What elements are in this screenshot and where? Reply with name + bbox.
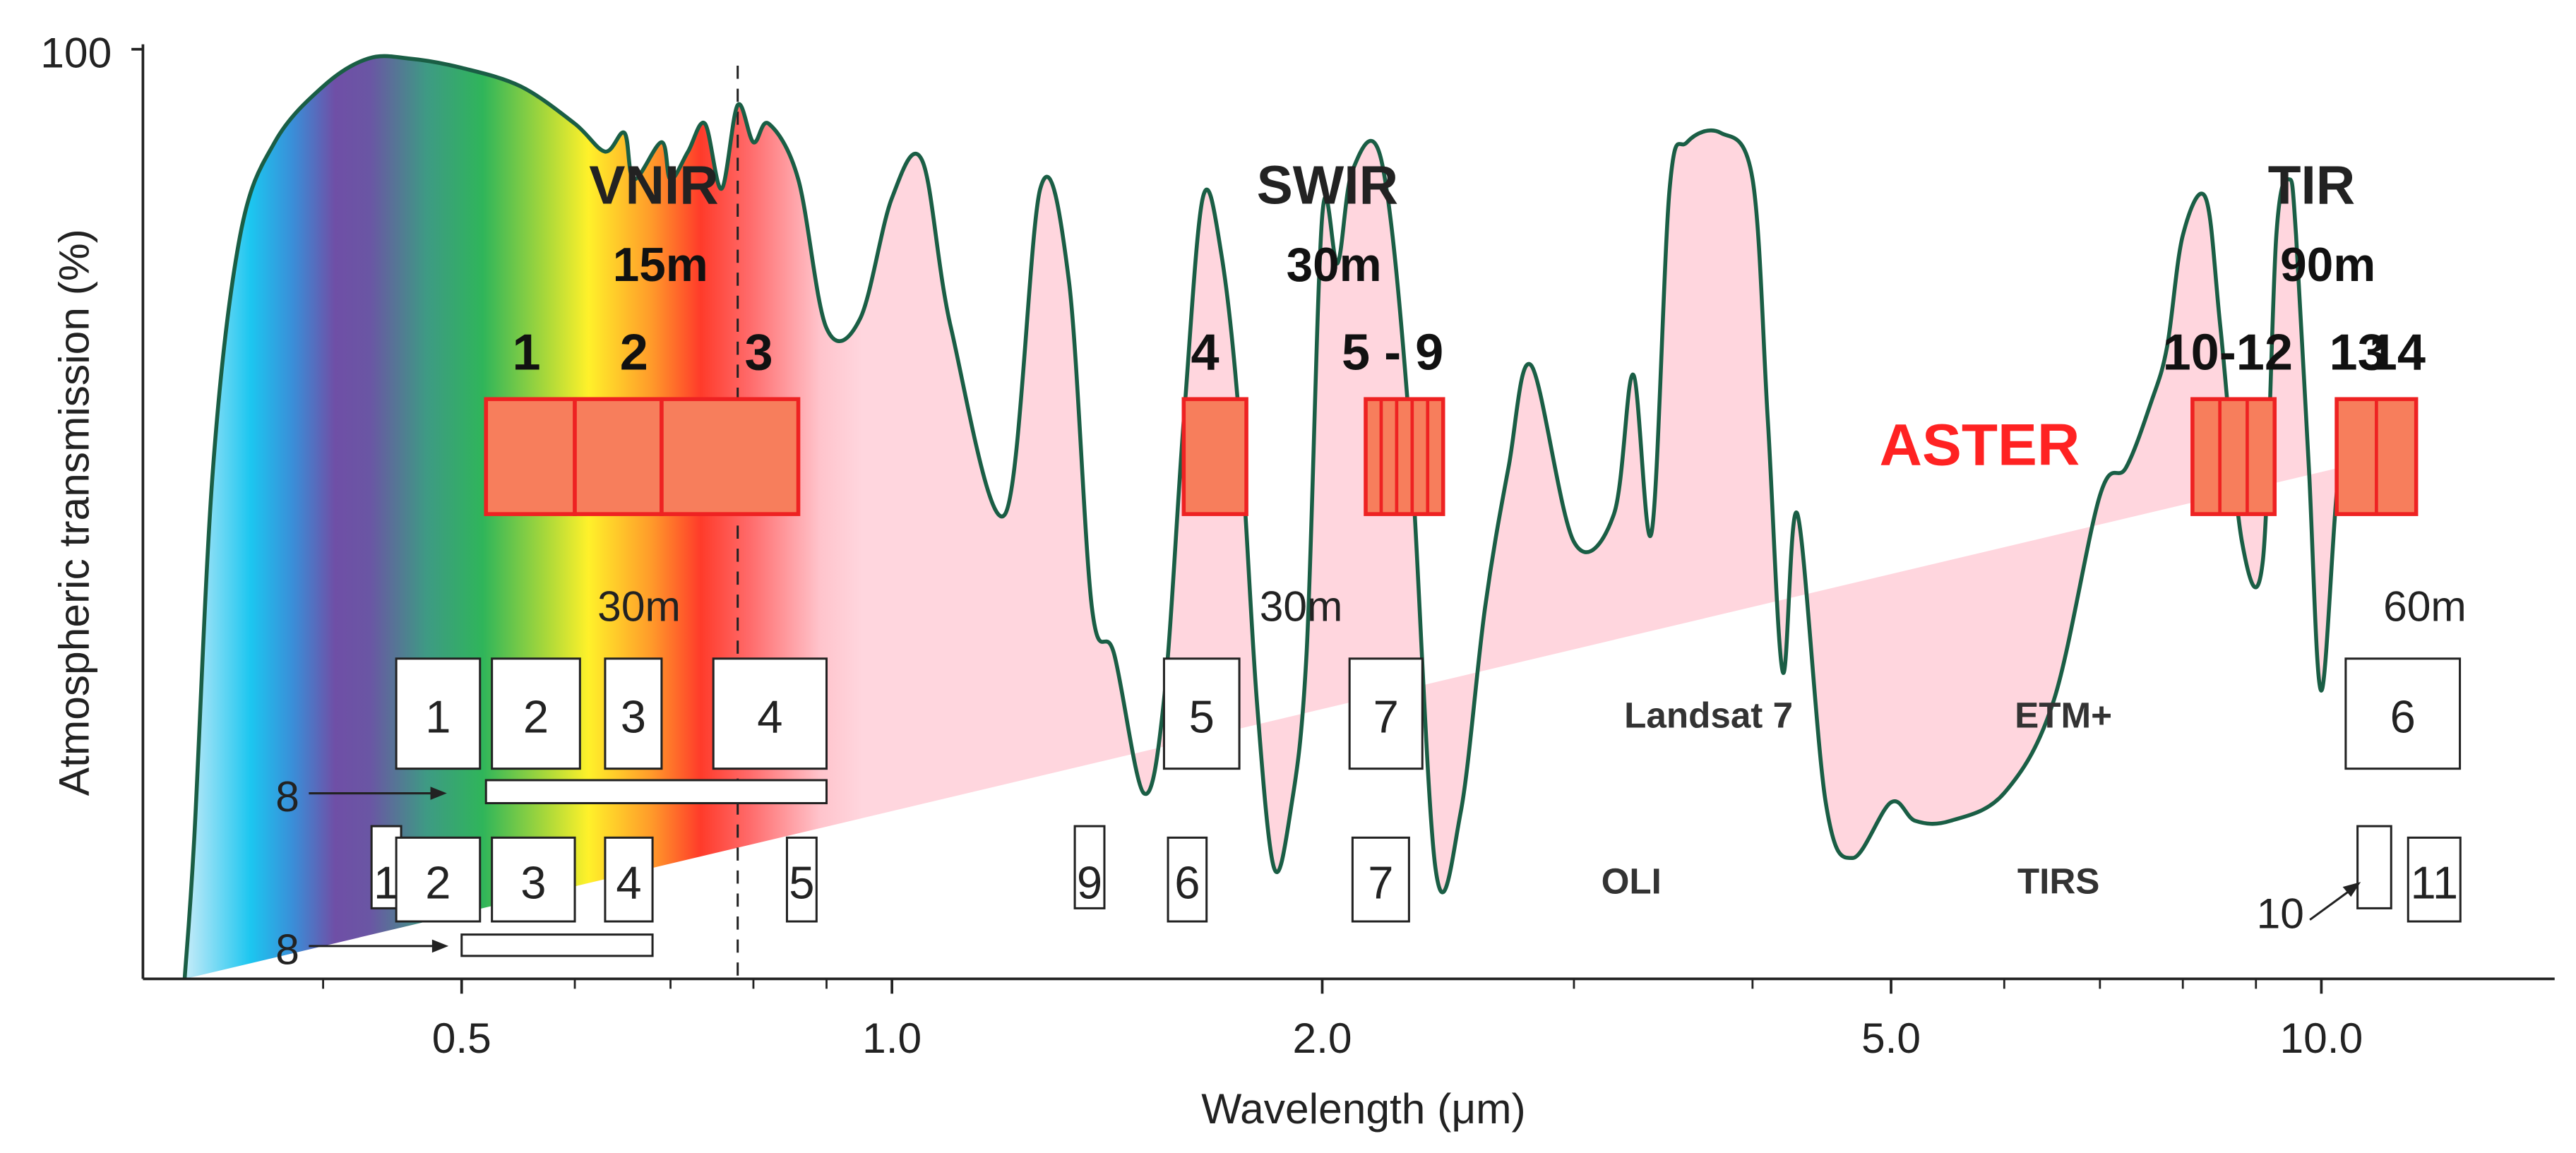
landsat7-pan-band-bar [484, 779, 828, 805]
landsat8-pan-arrowhead [431, 939, 449, 953]
landsat8-band10-pointer-label: 10 [2257, 889, 2304, 937]
landsat8-band-9-label: 9 [1077, 856, 1102, 908]
landsat8-oli-label: OLI [1602, 861, 1662, 901]
aster-region-labels: VNIR 15m SWIR 30m TIR 90m ASTER [589, 155, 2375, 477]
tir-region-label: TIR [2268, 155, 2356, 215]
landsat7-band-7-box [1348, 657, 1424, 770]
x-tick-label-4: 10.0 [2280, 1014, 2363, 1062]
x-tick-label-1: 1.0 [862, 1014, 922, 1062]
x-tick-label-2: 2.0 [1292, 1014, 1352, 1062]
swir-region-label: SWIR [1257, 155, 1398, 215]
aster-band-label-1: 2 [620, 324, 648, 381]
landsat7-band-boxes: 1 2 3 4 5 7 6 [395, 657, 2462, 805]
landsat8-band10-pointer [2309, 888, 2354, 921]
landsat8-band-5-box [785, 836, 818, 923]
landsat7-band-2-label: 2 [523, 691, 549, 742]
axes: 0.5 1.0 2.0 5.0 10.0 [131, 44, 2555, 1062]
landsat8-band-9-box [1073, 825, 1106, 909]
landsat8-tirs-label: TIRS [2017, 861, 2100, 901]
tir-resolution-label: 90m [2280, 239, 2375, 292]
landsat7-band-5-box [1162, 657, 1241, 770]
landsat7-band-1-label: 1 [425, 691, 451, 742]
landsat7-pan-label: 8 [275, 772, 299, 820]
landsat7-band-4-label: 4 [757, 691, 782, 742]
landsat7-band-1-box [395, 657, 482, 770]
aster-band-label-0: 1 [512, 324, 540, 381]
landsat8-labels: OLI TIRS [1602, 861, 2100, 901]
landsat8-band-4-box [604, 836, 654, 923]
aster-box-4 [1181, 397, 1248, 516]
landsat7-resolution-vnir: 30m [597, 582, 681, 630]
landsat8-band-4-label: 4 [616, 856, 641, 908]
landsat7-band-6-box [2344, 657, 2462, 770]
swir-resolution-label: 30m [1287, 239, 1382, 292]
landsat8-band-11-box [2407, 836, 2462, 923]
y-axis-label: Atmospheric transmission (%) [50, 229, 98, 796]
aster-band-boxes [484, 397, 2419, 516]
x-axis-label: Wavelength (μm) [1201, 1085, 1525, 1133]
landsat8-band-7-box [1351, 836, 1410, 923]
aster-band-label-2: 3 [745, 324, 773, 381]
landsat8-band-2-box [395, 836, 482, 923]
landsat8-band-3-label: 3 [520, 856, 546, 908]
landsat7-pan-arrowhead [430, 787, 447, 800]
landsat8-band-7-label: 7 [1368, 856, 1393, 908]
landsat7-band-7-label: 7 [1373, 691, 1399, 742]
aster-box-3 [660, 397, 801, 516]
landsat7-band-5-label: 5 [1189, 691, 1215, 742]
x-tick-label-3: 5.0 [1861, 1014, 1921, 1062]
y-tick-label-100: 100 [40, 28, 112, 76]
aster-box-5-9 [1364, 397, 1445, 516]
pan-band-annotations: 8 8 10 [275, 772, 2361, 973]
landsat8-band10-pointer-head [2342, 882, 2361, 897]
aster-box-2 [573, 397, 664, 516]
transmission-curve [182, 54, 2342, 979]
vnir-region-label: VNIR [589, 155, 718, 215]
visible-spectrum-gradient [184, 56, 863, 979]
aster-band-label-7: 14 [2369, 324, 2426, 381]
landsat7-sensor: ETM+ [2015, 695, 2112, 736]
landsat8-band-6-box [1167, 836, 1208, 923]
aster-band-label-3: 4 [1191, 324, 1220, 381]
landsat8-band-1-label: 1 [374, 856, 399, 908]
landsat8-band-6-label: 6 [1174, 856, 1200, 908]
landsat7-band-4-box [712, 657, 828, 770]
aster-box-10-12 [2190, 397, 2277, 516]
x-tick-label-0: 0.5 [432, 1014, 491, 1062]
landsat7-band-2-box [491, 657, 581, 770]
aster-band-label-6: 13 [2330, 324, 2386, 381]
landsat8-pan-label: 8 [275, 925, 299, 973]
aster-box-1 [484, 397, 577, 516]
landsat7-band-6-label: 6 [2390, 691, 2416, 742]
landsat7-band-3-box [604, 657, 663, 770]
landsat7-resolution-tir: 60m [2383, 582, 2467, 630]
landsat8-band-10-box [2356, 825, 2392, 909]
landsat8-band-5-label: 5 [789, 856, 814, 908]
landsat8-band-11-label: 11 [2410, 856, 2458, 908]
landsat8-band-boxes: 1 2 3 4 5 9 6 7 11 [370, 825, 2462, 957]
vnir-resolution-label: 15m [613, 239, 708, 292]
landsat8-band-2-label: 2 [425, 856, 451, 908]
aster-band-label-5: 10-12 [2163, 324, 2293, 381]
landsat8-band-3-box [491, 836, 576, 923]
landsat8-pan-band-bar [460, 933, 654, 957]
aster-band-label-4: 5 - 9 [1342, 324, 1443, 381]
landsat7-band-3-label: 3 [621, 691, 646, 742]
aster-title: ASTER [1880, 411, 2080, 477]
landsat7-resolution-swir: 30m [1260, 582, 1343, 630]
landsat7-labels: 30m 30m 60m Landsat 7 ETM+ [597, 582, 2467, 735]
landsat7-name: Landsat 7 [1624, 695, 1793, 736]
